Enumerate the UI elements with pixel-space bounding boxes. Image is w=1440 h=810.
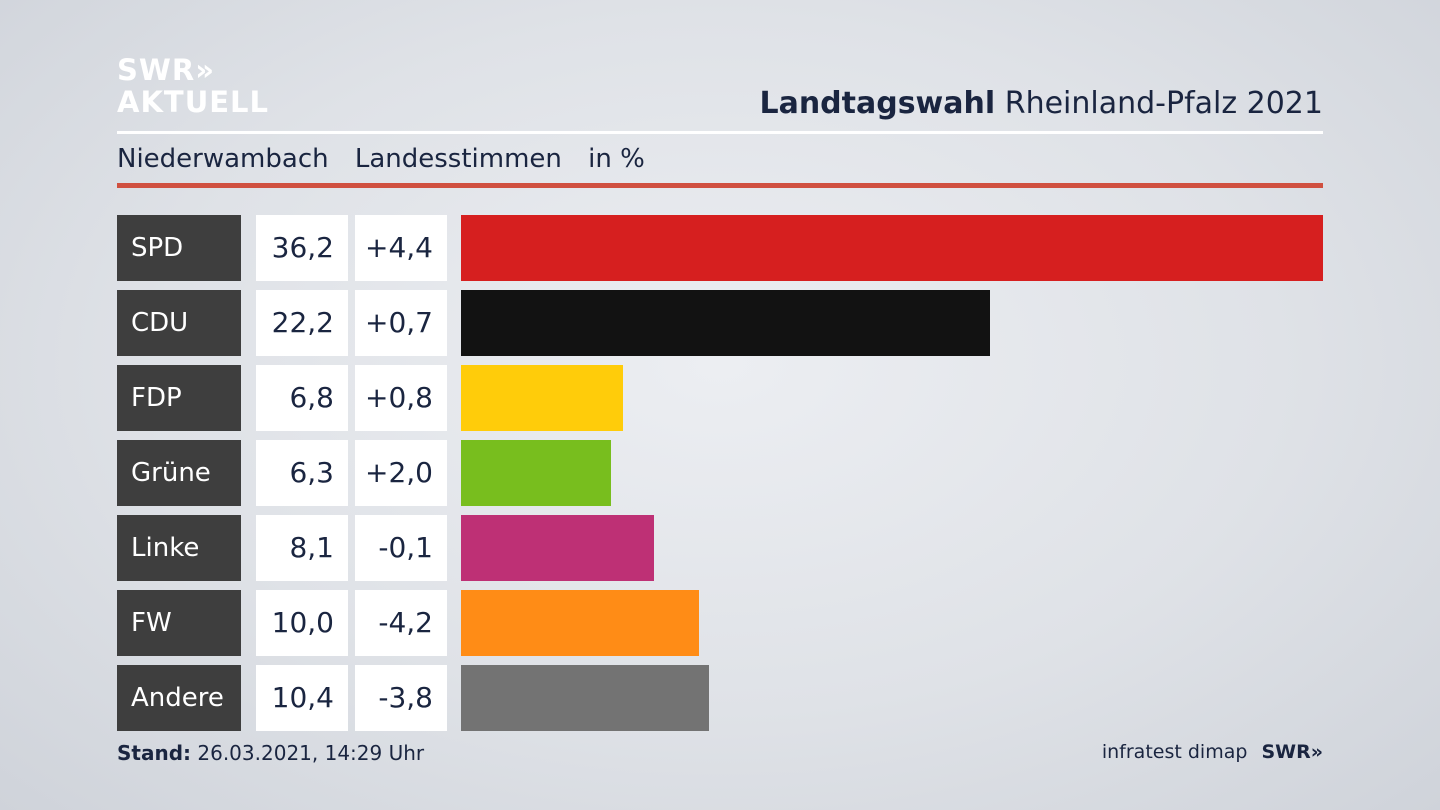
logo-line-1: SWR» — [117, 53, 215, 87]
chart-row: Grüne 6,3 +2,0 — [117, 440, 1323, 506]
bar — [461, 440, 611, 506]
header-divider — [117, 131, 1323, 134]
bar — [461, 515, 654, 581]
party-label: CDU — [117, 290, 241, 356]
stand-value: 26.03.2021, 14:29 Uhr — [197, 741, 425, 765]
party-label: FW — [117, 590, 241, 656]
diff-label: +0,7 — [355, 290, 447, 356]
value-label: 8,1 — [256, 515, 348, 581]
value-label: 36,2 — [256, 215, 348, 281]
chart-row: Linke 8,1 -0,1 — [117, 515, 1323, 581]
value-label: 10,0 — [256, 590, 348, 656]
chart-row: CDU 22,2 +0,7 — [117, 290, 1323, 356]
diff-label: -0,1 — [355, 515, 447, 581]
swr-aktuell-logo: SWR» AKTUELL — [117, 56, 269, 117]
party-label: Grüne — [117, 440, 241, 506]
chart-title-rest: Rheinland-Pfalz 2021 — [1004, 86, 1323, 121]
value-label: 6,3 — [256, 440, 348, 506]
party-label: SPD — [117, 215, 241, 281]
party-label: Andere — [117, 665, 241, 731]
diff-label: +0,8 — [355, 365, 447, 431]
chart-row: FW 10,0 -4,2 — [117, 590, 1323, 656]
chart-row: Andere 10,4 -3,8 — [117, 665, 1323, 731]
party-label: Linke — [117, 515, 241, 581]
diff-label: +4,4 — [355, 215, 447, 281]
chart-title-bold: Landtagswahl — [759, 86, 996, 121]
subtitle-place: Niederwambach — [117, 144, 329, 174]
bar — [461, 365, 623, 431]
subtitle-unit: in % — [588, 144, 645, 174]
chart-title: Landtagswahl Rheinland-Pfalz 2021 — [759, 86, 1323, 121]
value-label: 22,2 — [256, 290, 348, 356]
timestamp: Stand: 26.03.2021, 14:29 Uhr — [117, 741, 424, 765]
diff-label: -4,2 — [355, 590, 447, 656]
swr-brand-logo: SWR» — [1261, 741, 1323, 763]
diff-label: -3,8 — [355, 665, 447, 731]
chart-subtitle: Niederwambach Landesstimmen in % — [117, 144, 663, 174]
bar — [461, 215, 1323, 281]
diff-label: +2,0 — [355, 440, 447, 506]
bar — [461, 290, 990, 356]
bar — [461, 590, 699, 656]
stand-label: Stand: — [117, 741, 192, 765]
logo-line-2: AKTUELL — [117, 85, 270, 119]
source-label: infratest dimap — [1101, 741, 1248, 763]
bar — [461, 665, 709, 731]
value-label: 6,8 — [256, 365, 348, 431]
value-label: 10,4 — [256, 665, 348, 731]
subtitle-type: Landesstimmen — [354, 144, 562, 174]
chart-row: FDP 6,8 +0,8 — [117, 365, 1323, 431]
chart-row: SPD 36,2 +4,4 — [117, 215, 1323, 281]
accent-divider — [117, 183, 1323, 188]
source-credit: infratest dimap SWR» — [1102, 741, 1323, 763]
party-label: FDP — [117, 365, 241, 431]
